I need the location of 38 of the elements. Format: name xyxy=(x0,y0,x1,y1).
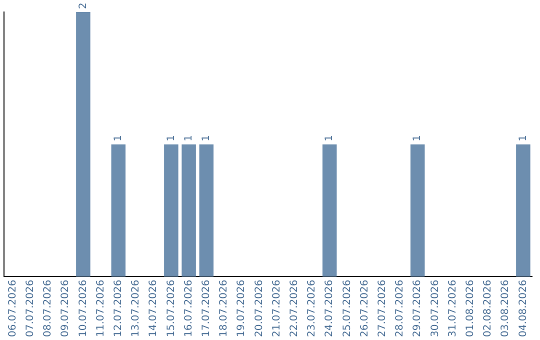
x-tick-label: 08.07.2026 xyxy=(42,280,54,338)
x-tick-label: 03.08.2026 xyxy=(500,280,512,338)
x-tick-label: 12.07.2026 xyxy=(112,280,124,338)
x-tick-label: 17.07.2026 xyxy=(200,280,212,338)
data-label: 1 xyxy=(518,134,529,142)
x-tick-label: 26.07.2026 xyxy=(359,280,370,338)
x-tick-label: 14.07.2026 xyxy=(148,280,160,338)
x-tick-label: 28.07.2026 xyxy=(394,280,406,338)
x-tick-label: 15.07.2026 xyxy=(166,280,177,338)
data-label: 1 xyxy=(412,134,424,142)
x-tick-label: 30.07.2026 xyxy=(430,280,441,338)
x-tick-label: 27.07.2026 xyxy=(376,280,388,338)
x-tick-label: 22.07.2026 xyxy=(288,280,300,338)
x-tick-label: 16.07.2026 xyxy=(183,280,194,338)
x-tick-label: 10.07.2026 xyxy=(78,280,89,338)
x-tick-label: 25.07.2026 xyxy=(342,280,353,338)
x-tick-label: 18.07.2026 xyxy=(218,280,230,338)
x-tick-label: 31.07.2026 xyxy=(447,280,458,338)
data-label: 1 xyxy=(112,134,124,142)
x-tick-label: 24.07.2026 xyxy=(324,280,336,338)
x-tick-label: 29.07.2026 xyxy=(412,280,424,338)
x-tick-label: 13.07.2026 xyxy=(130,280,142,338)
x-tick-label: 23.07.2026 xyxy=(306,280,318,338)
data-label: 1 xyxy=(324,134,336,142)
x-tick-label: 01.08.2026 xyxy=(464,280,476,338)
x-tick-label: 19.07.2026 xyxy=(236,280,248,338)
x-tick-label: 06.07.2026 xyxy=(7,280,18,338)
x-tick-label: 20.07.2026 xyxy=(254,280,265,338)
x-tick-label: 09.07.2026 xyxy=(60,280,72,338)
data-label: 1 xyxy=(166,134,177,142)
data-label: 1 xyxy=(183,134,194,142)
data-label: 1 xyxy=(200,134,212,142)
data-label: 2 xyxy=(78,2,89,9)
x-tick-label: 04.08.2026 xyxy=(518,280,529,338)
x-tick-label: 07.07.2026 xyxy=(24,280,36,338)
x-tick-label: 11.07.2026 xyxy=(95,280,106,338)
x-tick-label: 02.08.2026 xyxy=(482,280,494,338)
x-tick-label: 21.07.2026 xyxy=(271,280,282,338)
